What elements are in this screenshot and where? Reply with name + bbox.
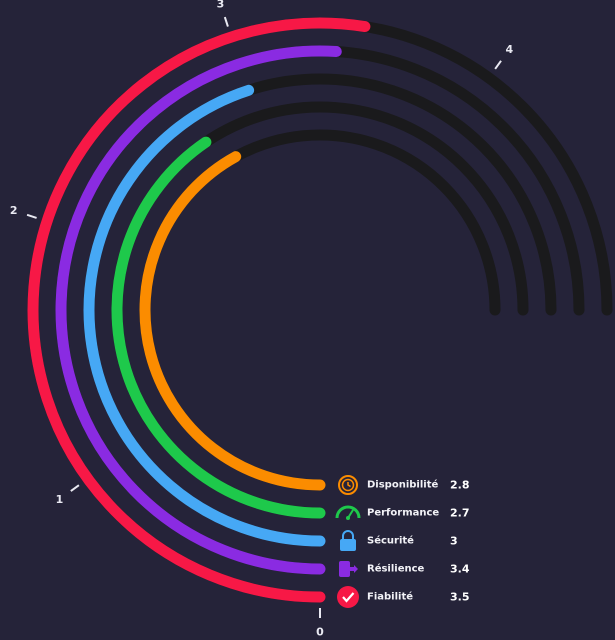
- bar-layer: [27, 17, 371, 603]
- scale-tick-2: [26, 213, 37, 219]
- bar-gauge: [111, 136, 326, 519]
- legend-label: Résilience: [367, 563, 425, 575]
- bar-lock: [83, 84, 326, 547]
- lock-icon: [340, 530, 356, 551]
- bar-clock: [139, 151, 326, 491]
- scale-label-0: 0: [316, 626, 324, 639]
- scale-label-4: 4: [505, 43, 513, 56]
- legend-item-clock: Disponibilité 2.8: [338, 475, 470, 495]
- legend-value: 2.7: [450, 507, 470, 520]
- legend-item-plug: Résilience 3.4: [339, 561, 470, 577]
- bar-check: [27, 17, 371, 603]
- legend-value: 3.5: [450, 591, 470, 604]
- legend-label: Disponibilité: [367, 479, 438, 491]
- legend-label: Fiabilité: [367, 591, 413, 603]
- scale-tick-1: [70, 484, 80, 492]
- legend-value: 3.4: [450, 563, 470, 576]
- scale-tick-4: [494, 60, 502, 70]
- legend-item-gauge: Performance 2.7: [335, 505, 470, 520]
- scale-tick-3: [223, 16, 229, 27]
- legend-value: 2.8: [450, 479, 470, 492]
- check-icon: [337, 586, 359, 608]
- bar-plug: [55, 45, 342, 575]
- legend-label: Sécurité: [367, 535, 414, 547]
- clock-icon: [338, 475, 358, 495]
- scale-label-1: 1: [56, 493, 64, 506]
- legend-item-lock: Sécurité 3: [340, 530, 458, 551]
- plug-icon: [339, 561, 358, 577]
- legend: Disponibilité 2.8 Performance 2.7 Sécurité 3 R…: [335, 475, 470, 608]
- legend-item-check: Fiabilité 3.5: [337, 586, 470, 608]
- scale-layer: 012345: [10, 0, 514, 639]
- scale-label-2: 2: [10, 204, 18, 217]
- gauge-icon: [335, 505, 361, 520]
- legend-label: Performance: [367, 508, 439, 519]
- scale-label-3: 3: [217, 0, 225, 10]
- legend-value: 3: [450, 535, 458, 548]
